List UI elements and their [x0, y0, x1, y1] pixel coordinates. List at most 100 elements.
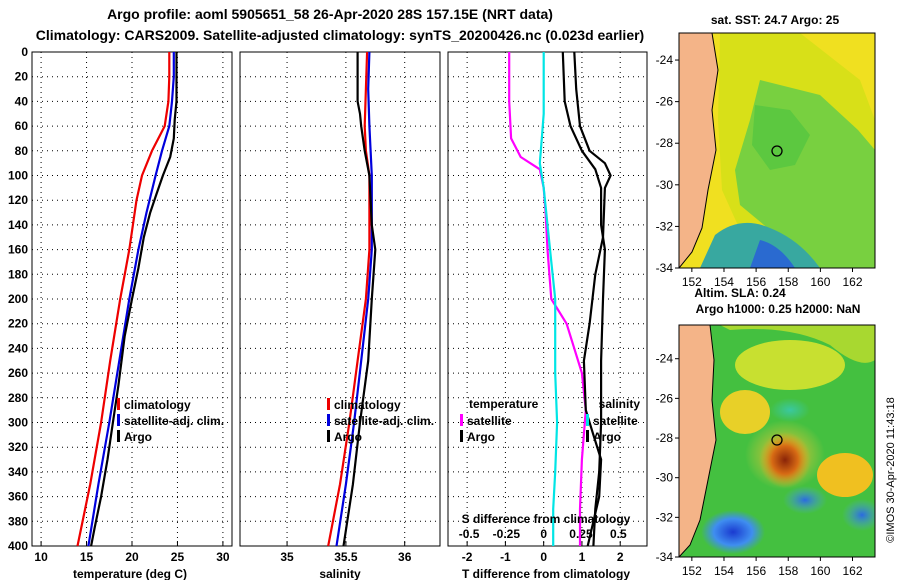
- sst-land-australia: [679, 33, 719, 268]
- sla-low-patch: [783, 486, 827, 514]
- temperature-panel: 10 15 20 25 30: [31, 51, 233, 564]
- legend-title-salinity: salinity: [599, 397, 641, 411]
- legend-label-t-argo: Argo: [467, 430, 495, 444]
- x-tick-label: 35: [280, 550, 294, 564]
- legend-label-climatology: climatology: [334, 398, 401, 412]
- depth-tick-label: 140: [8, 218, 28, 232]
- map-x-tick-label: 152: [682, 564, 702, 578]
- series-line-climatology: [76, 52, 171, 547]
- temperature-legend: climatology satellite-adj. clim. Argo: [117, 398, 224, 444]
- legend-label-t-satellite: satellite: [467, 414, 512, 428]
- difference-xlabel: T difference from climatology: [462, 567, 630, 580]
- depth-tick-label: 220: [8, 317, 28, 331]
- sla-map: [679, 325, 875, 557]
- sla-cold-eddy: [701, 510, 765, 554]
- sla-high-patch-west: [720, 390, 770, 434]
- sst-argo-position-marker: [771, 145, 783, 157]
- sla-argo-position-marker: [771, 434, 783, 446]
- difference-panel: -2 -1 0 1 2 -0.5 -0.25 0 0.25 0.5: [447, 51, 648, 564]
- figure-title-line2: Climatology: CARS2009. Satellite-adjuste…: [36, 27, 644, 43]
- sst-cold-region: [750, 240, 795, 268]
- x-tick-label: 15: [80, 550, 94, 564]
- legend-label-climatology: climatology: [124, 398, 191, 412]
- legend-swatch-argo: [327, 430, 330, 442]
- sla-cyan-patch: [770, 398, 810, 422]
- map-y-tick-label: -34: [656, 550, 674, 564]
- figure-title-line1: Argo profile: aoml 5905651_58 26-Apr-202…: [107, 6, 553, 22]
- s-tick-label: 0: [540, 527, 547, 541]
- map-x-tick-label: 158: [778, 275, 798, 289]
- map-x-tick-label: 152: [682, 275, 702, 289]
- legend-swatch-climatology: [327, 398, 330, 410]
- depth-tick-label: 320: [8, 440, 28, 454]
- salinity-legend: climatology satellite-adj. clim. Argo: [327, 398, 434, 444]
- map-x-tick-label: 162: [842, 564, 862, 578]
- map-y-tick-label: -30: [656, 471, 674, 485]
- legend-swatch-s-satellite: [586, 414, 589, 426]
- x-tick-label: 1: [579, 550, 586, 564]
- map-x-tick-label: 158: [778, 564, 798, 578]
- sla-high-patch-east: [817, 453, 873, 497]
- map-y-tick-label: -32: [656, 510, 674, 524]
- legend-label-s-argo: Argo: [593, 430, 621, 444]
- series-line-salinity-argo: [561, 51, 606, 547]
- depth-tick-label: 340: [8, 465, 28, 479]
- plot-frame: [447, 51, 648, 547]
- depth-tick-label: 20: [15, 70, 29, 84]
- depth-tick-label: 360: [8, 490, 28, 504]
- map-y-tick-label: -24: [656, 352, 674, 366]
- map-y-tick-label: -30: [656, 178, 674, 192]
- series-line-temperature-satellite: [508, 52, 587, 546]
- sla-map-title-line1: Altim. SLA: 0.24: [694, 286, 786, 300]
- sla-map-axes: 152 154 156 158 160 162 -24 -26 -28 -30 -32 -34: [656, 352, 863, 578]
- depth-tick-label: 400: [8, 539, 28, 553]
- map-y-tick-label: -24: [656, 53, 674, 67]
- depth-tick-label: 280: [8, 391, 28, 405]
- depth-tick-label: 180: [8, 267, 28, 281]
- map-y-tick-label: -32: [656, 219, 674, 233]
- legend-swatch-t-satellite: [460, 414, 463, 426]
- legend-label-argo: Argo: [124, 430, 152, 444]
- salinity-panel: 35 35.5 36: [239, 51, 441, 564]
- difference-xlabel-top: S difference from climatology: [462, 512, 631, 526]
- series-line-argo: [342, 52, 377, 547]
- legend-swatch-climatology: [117, 398, 120, 410]
- s-tick-label: 0.25: [569, 527, 593, 541]
- x-tick-label: -1: [500, 550, 511, 564]
- series-line-temperature-argo: [573, 51, 612, 547]
- sst-map-axes: 152 154 156 158 160 162 -24 -26 -28 -30 -32 -34: [656, 53, 863, 289]
- depth-tick-label: 160: [8, 243, 28, 257]
- depth-tick-label: 120: [8, 193, 28, 207]
- imos-credit: ©IMOS 30-Apr-2020 11:43:18: [885, 397, 897, 542]
- map-y-tick-label: -26: [656, 95, 674, 109]
- x-tick-label: 25: [171, 550, 185, 564]
- map-x-tick-label: 156: [746, 564, 766, 578]
- map-x-tick-label: 154: [714, 275, 734, 289]
- sst-map: [679, 33, 875, 268]
- series-line-climatology: [327, 51, 371, 547]
- salinity-xlabel: salinity: [319, 567, 361, 580]
- map-y-tick-label: -26: [656, 391, 674, 405]
- map-y-tick-label: -34: [656, 261, 674, 275]
- sla-low-patch-east: [842, 499, 875, 531]
- depth-tick-label: 80: [15, 144, 29, 158]
- difference-legend: temperature satellite Argo salinity sate…: [460, 397, 640, 444]
- sla-map-frame: [678, 324, 876, 558]
- sla-land-australia: [679, 325, 717, 557]
- depth-tick-label: 240: [8, 341, 28, 355]
- x-tick-label: -2: [462, 550, 473, 564]
- series-line-satellite-adj-clim-: [335, 51, 373, 547]
- x-tick-label: 20: [125, 550, 139, 564]
- sla-positive-band: [735, 340, 845, 390]
- legend-swatch-satellite: [327, 414, 330, 426]
- series-line-satellite-adj-clim-: [87, 52, 175, 547]
- sst-map-title: sat. SST: 24.7 Argo: 25: [711, 13, 840, 27]
- sla-warm-eddy-core: [759, 432, 811, 488]
- legend-label-argo: Argo: [334, 430, 362, 444]
- map-x-tick-label: 162: [842, 275, 862, 289]
- sla-north-yellow-green: [720, 325, 875, 363]
- depth-tick-label: 380: [8, 514, 28, 528]
- depth-tick-label: 300: [8, 416, 28, 430]
- sst-eddy-region: [752, 105, 810, 170]
